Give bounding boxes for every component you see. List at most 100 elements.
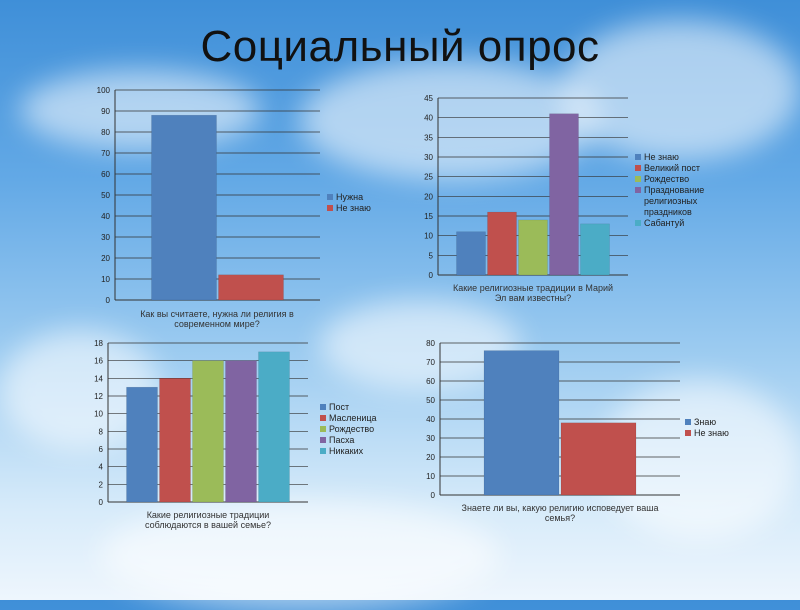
y-tick-label: 60: [101, 170, 110, 179]
y-tick-label: 2: [99, 480, 104, 489]
legend-label: Не знаю: [336, 203, 371, 213]
bar-великий-пост: [487, 211, 517, 276]
y-tick-label: 50: [101, 191, 110, 200]
bar-никаких: [258, 351, 290, 503]
y-tick-label: 5: [429, 251, 434, 260]
chart-family-traditions-svg: 0 2 4 6 8 10 12 14 16 18 Какие религиозные традици…: [94, 339, 377, 530]
bar-пост: [126, 386, 158, 503]
legend-label: Сабантуй: [644, 218, 684, 228]
legend-swatch-рождество: [635, 176, 641, 182]
y-tick-label: 30: [101, 233, 110, 242]
category-label: семья?: [545, 513, 575, 523]
category-label: Знаете ли вы, какую религию исповедует в…: [462, 503, 659, 513]
legend-swatch-не-знаю: [635, 154, 641, 160]
y-tick-label: 16: [94, 357, 103, 366]
y-tick-label: 8: [99, 427, 104, 436]
category-label: соблюдаются в вашей семье?: [145, 520, 271, 530]
y-tick-label: 80: [101, 128, 110, 137]
y-tick-label: 12: [94, 392, 103, 401]
y-tick-label: 60: [426, 377, 435, 386]
y-tick-label: 35: [424, 133, 433, 142]
y-tick-label: 30: [426, 434, 435, 443]
legend-swatch-рождество: [320, 426, 326, 432]
y-tick-label: 0: [429, 271, 434, 280]
legend-swatch-сабантуй: [635, 220, 641, 226]
y-tick-label: 100: [97, 86, 111, 95]
legend-label: Рождество: [329, 424, 374, 434]
legend-swatch-пост: [320, 404, 326, 410]
bar-масленица: [159, 378, 191, 503]
category-label: Какие религиозные традиции в Марий: [453, 283, 613, 293]
bar-нужна: [151, 114, 217, 301]
legend-swatch-не-знаю: [685, 430, 691, 436]
category-label: Эл вам известны?: [495, 293, 571, 303]
legend-swatch-не-знаю: [327, 205, 333, 211]
legend-label: Никаких: [329, 446, 364, 456]
chart-religion-needed-svg: 0 10 20 30 40 50 60 70 80 90 100 Как вы считаете, н…: [97, 86, 371, 329]
y-tick-label: 20: [101, 254, 110, 263]
legend-label: Масленица: [329, 413, 377, 423]
legend-label: Нужна: [336, 192, 363, 202]
legend-label: Празднование: [644, 185, 704, 195]
legend-swatch-празднование-религиозных-праздников: [635, 187, 641, 193]
legend-label: Не знаю: [694, 428, 729, 438]
legend-swatch-знаю: [685, 419, 691, 425]
legend-label: Пост: [329, 402, 349, 412]
y-tick-label: 90: [101, 107, 110, 116]
y-tick-label: 6: [99, 445, 104, 454]
legend-label: религиозных: [644, 196, 698, 206]
chart-family-traditions: 0 2 4 6 8 10 12 14 16 18 Какие религиозные традици…: [70, 335, 400, 550]
y-tick-label: 0: [99, 498, 104, 507]
category-label: Как вы считаете, нужна ли религия в: [140, 309, 294, 319]
chart-known-traditions: 0 5 10 15 20 25 30 35 40 45 Какие религиозные трад…: [400, 90, 730, 320]
bar-не-знаю: [218, 274, 284, 301]
y-tick-label: 4: [99, 463, 104, 472]
y-tick-label: 40: [424, 114, 433, 123]
y-tick-label: 20: [424, 192, 433, 201]
y-tick-label: 0: [106, 296, 111, 305]
chart-known-traditions-svg: 0 5 10 15 20 25 30 35 40 45 Какие религиозные трад…: [424, 94, 704, 303]
y-tick-label: 50: [426, 396, 435, 405]
legend-swatch-никаких: [320, 448, 326, 454]
y-tick-label: 14: [94, 374, 103, 383]
bar-сабантуй: [580, 223, 610, 276]
bar-знаю: [483, 350, 560, 496]
bar-рождество: [518, 219, 548, 276]
bar-не-знаю: [456, 231, 486, 276]
y-tick-label: 45: [424, 94, 433, 103]
legend-label: Не знаю: [644, 152, 679, 162]
bar-празднование-религиозных-праздников: [549, 113, 579, 276]
y-tick-label: 0: [431, 491, 436, 500]
legend-label: Знаю: [694, 417, 716, 427]
y-tick-label: 15: [424, 212, 433, 221]
slide-title: Социальный опрос: [200, 22, 600, 71]
y-tick-label: 10: [94, 410, 103, 419]
bar-не-знаю: [560, 422, 637, 496]
chart-religion-needed: 0 10 20 30 40 50 60 70 80 90 100 Как вы считаете, н…: [70, 85, 400, 340]
bar-рождество: [192, 360, 224, 503]
bar-пасха: [225, 360, 257, 503]
y-tick-label: 40: [426, 415, 435, 424]
y-tick-label: 30: [424, 153, 433, 162]
y-tick-label: 10: [101, 275, 110, 284]
y-tick-label: 40: [101, 212, 110, 221]
legend-swatch-масленица: [320, 415, 326, 421]
legend-swatch-нужна: [327, 194, 333, 200]
category-label: современном мире?: [174, 319, 259, 329]
legend-swatch-пасха: [320, 437, 326, 443]
legend-label: Пасха: [329, 435, 354, 445]
y-tick-label: 10: [426, 472, 435, 481]
y-tick-label: 10: [424, 232, 433, 241]
legend-label: Рождество: [644, 174, 689, 184]
y-tick-label: 20: [426, 453, 435, 462]
legend-label: праздников: [644, 207, 692, 217]
y-tick-label: 70: [101, 149, 110, 158]
y-tick-label: 80: [426, 339, 435, 348]
y-tick-label: 70: [426, 358, 435, 367]
legend-label: Великий пост: [644, 163, 700, 173]
chart-family-religion: 0 10 20 30 40 50 60 70 80 Знаете ли вы, какую рел…: [400, 335, 760, 540]
category-label: Какие религиозные традиции: [147, 510, 270, 520]
legend-swatch-великий-пост: [635, 165, 641, 171]
y-tick-label: 25: [424, 173, 433, 182]
y-tick-label: 18: [94, 339, 103, 348]
